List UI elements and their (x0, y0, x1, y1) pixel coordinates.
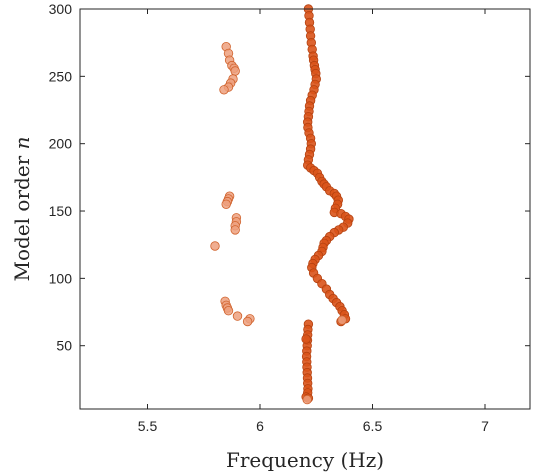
y-tick-label: 250 (49, 68, 73, 84)
y-tick-label: 300 (49, 1, 73, 17)
y-tick-label: 150 (49, 203, 73, 219)
x-tick-label: 7 (481, 418, 489, 434)
x-axis-ticks: 5.5 6 6.5 7 (138, 9, 489, 434)
data-point-faint (232, 311, 243, 321)
y-tick-label: 50 (56, 338, 72, 354)
x-tick-label: 6.5 (363, 418, 383, 434)
plot-frame (79, 8, 531, 410)
y-tick-label: 200 (49, 136, 73, 152)
data-point-faint (302, 394, 312, 405)
data-points (210, 4, 354, 405)
x-tick-label: 5.5 (138, 418, 158, 434)
y-axis-label: Model order n (10, 137, 34, 282)
data-point-faint (337, 315, 347, 325)
data-point (301, 334, 311, 344)
y-tick-label: 100 (49, 270, 73, 286)
data-point-faint (221, 199, 231, 210)
x-axis-label: Frequency (Hz) (226, 448, 384, 472)
y-axis-ticks: 50 100 150 200 250 300 (49, 1, 530, 354)
y-axis-label-text: Model order (10, 149, 34, 281)
data-point-faint (219, 85, 229, 95)
x-tick-label: 6 (256, 418, 264, 434)
y-axis-label-variable: n (10, 137, 34, 150)
data-point-faint (230, 66, 240, 76)
data-point-faint (210, 241, 220, 251)
data-point-faint (223, 306, 234, 316)
data-point-faint (242, 316, 253, 327)
data-point-faint (230, 225, 240, 235)
